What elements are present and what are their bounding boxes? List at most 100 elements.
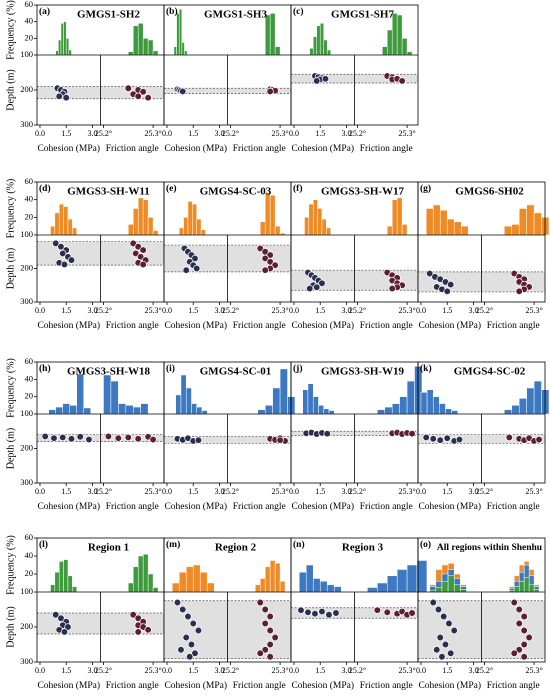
friction-point [129,611,137,619]
panel-label: (o) [420,539,431,550]
friction-bar [526,387,535,415]
friction-point [398,77,406,85]
depth-tick-label: 100 [20,49,33,59]
x-tick-label: 25.2° [222,487,239,496]
friction-bar [264,14,271,56]
cohesion-point [445,619,453,628]
x-tick-label: 25.2° [95,306,112,315]
cohesion-bar [58,203,64,236]
cohesion-bar [54,571,60,593]
x-tick-label: 25.3° [144,306,161,315]
cohesion-bar [58,39,62,56]
cohesion-bar [317,208,323,236]
friction-bar [152,230,159,236]
x-tick-label: 0.0 [416,487,426,496]
friction-bar [511,405,520,415]
cohesion-bar [460,589,467,593]
friction-axis-label: Friction angle [360,681,413,691]
friction-bar [132,566,139,593]
cohesion-point [67,256,76,264]
friction-point [132,249,140,258]
cohesion-bar [432,204,441,236]
friction-bar [396,14,403,56]
depth-band [227,88,291,94]
depth-tick-label: 100 [20,408,33,418]
cohesion-bar [50,584,56,593]
cohesion-bar [63,206,69,236]
cohesion-bar [83,407,91,415]
x-tick-label: 1.5 [315,129,325,138]
friction-point [520,626,528,635]
cohesion-point [422,433,430,442]
x-tick-label: 0.0 [162,129,172,138]
cohesion-bar [178,227,184,236]
cohesion-bar [333,586,342,593]
cohesion-bar [435,587,443,593]
cohesion-bar [323,408,330,415]
friction-point [535,435,543,444]
panel-title: GMGS4-SC-01 [200,366,272,378]
cohesion-bar [445,408,452,415]
cohesion-point [194,626,203,635]
frequency-axis-label: Frequency (%) [5,535,16,595]
friction-bar [526,204,535,236]
cohesion-bar [184,50,188,56]
friction-bar [137,555,144,593]
friction-axis-label: Friction angle [233,144,286,154]
cohesion-point [441,640,450,649]
friction-bar [504,225,513,236]
cohesion-bar [304,217,310,236]
panel-title: Region 2 [215,542,257,554]
x-tick-label: 25.3° [398,306,415,315]
x-tick-label: 1.5 [442,487,452,496]
frequency-tick-label: 40 [25,550,34,560]
cohesion-bar [55,50,59,56]
cohesion-point [297,606,305,614]
friction-bar [128,582,134,593]
cohesion-point [182,266,190,274]
friction-bar [259,578,266,593]
cohesion-axis-label: Cohesion (MPa) [37,680,100,691]
friction-point [515,605,523,614]
cohesion-bar [192,564,201,593]
x-tick-label: 1.5 [315,306,325,315]
friction-point [261,619,269,628]
friction-bar [255,584,261,593]
x-tick-label: 25.3° [144,487,161,496]
cohesion-bar [439,403,446,415]
frequency-tick-label: 60 [25,532,34,542]
cohesion-bar [192,203,197,236]
cohesion-bar [185,387,192,415]
friction-bar [416,560,428,593]
cohesion-point [306,284,314,293]
cohesion-bar [206,582,215,593]
friction-point [139,88,147,96]
panel-title: GMGS6-SH02 [455,186,524,198]
cohesion-point [440,612,448,621]
friction-bar [264,405,273,415]
friction-bar [504,409,513,415]
depth-band [418,600,482,659]
cohesion-bar [62,403,70,415]
cohesion-point [55,92,63,100]
x-tick-label: 0.0 [35,129,45,138]
cohesion-point [318,279,326,287]
depth-tick-label: 100 [20,229,33,239]
friction-bar [406,380,415,415]
x-tick-label: 0.0 [162,487,172,496]
friction-bar [279,368,288,415]
friction-point [520,612,528,621]
cohesion-bar [312,396,319,415]
friction-bar [279,580,286,593]
cohesion-axis-label: Cohesion (MPa) [37,143,100,154]
depth-tick-label: 200 [20,621,33,631]
cohesion-point [62,94,70,102]
x-tick-label: 1.5 [188,487,198,496]
cohesion-point [60,628,69,636]
cohesion-point [182,633,190,642]
friction-bar [128,224,134,236]
x-tick-label: 1.5 [442,666,452,675]
x-tick-label: 3.0 [341,487,351,496]
x-tick-label: 1.5 [188,666,198,675]
depth-tick-label: 200 [20,84,33,94]
